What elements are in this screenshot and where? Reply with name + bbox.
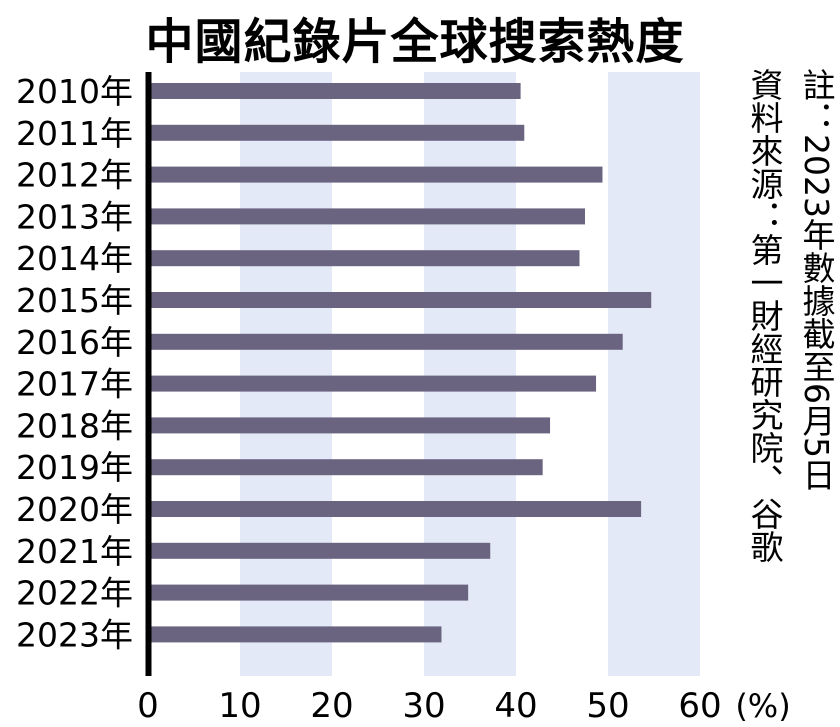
category-label: 2012年 — [16, 156, 133, 195]
category-label: 2018年 — [16, 406, 133, 445]
x-tick-label: 10 — [218, 686, 261, 726]
category-label: 2019年 — [16, 448, 133, 487]
category-label: 2015年 — [16, 281, 133, 320]
category-label: 2014年 — [16, 239, 133, 278]
bar — [148, 459, 543, 476]
unit-label: (%) — [735, 687, 790, 725]
bar — [148, 542, 491, 559]
category-labels: 2010年2011年2012年2013年2014年2015年2016年2017年… — [16, 72, 133, 654]
bar — [148, 124, 525, 141]
category-label: 2011年 — [16, 114, 133, 153]
x-tick-label: 40 — [494, 686, 537, 726]
background-band — [608, 72, 700, 676]
x-tick-labels: 0 10 20 30 40 50 60 — [137, 686, 721, 726]
bar — [148, 333, 623, 350]
bar — [148, 166, 603, 183]
category-label: 2013年 — [16, 197, 133, 236]
bar — [148, 375, 597, 392]
bar — [148, 208, 585, 225]
x-tick-label: 60 — [678, 686, 721, 726]
bar — [148, 83, 521, 99]
bar — [148, 626, 442, 643]
x-tick-label: 50 — [586, 686, 629, 726]
x-tick-label: 20 — [310, 686, 353, 726]
category-label: 2016年 — [16, 323, 133, 362]
category-label: 2022年 — [16, 574, 133, 613]
footnote: 註：2023年數據截至6月5日 — [797, 68, 836, 491]
bar — [148, 584, 469, 601]
bar — [148, 250, 580, 267]
category-label: 2020年 — [16, 490, 133, 529]
chart-title: 中國紀錄片全球搜索熱度 — [145, 14, 685, 70]
category-label: 2021年 — [16, 532, 133, 571]
bars — [148, 83, 652, 643]
category-label: 2023年 — [16, 615, 133, 654]
x-tick-label: 30 — [402, 686, 445, 726]
source-note: 資料來源：第一財經研究院、谷歌 — [745, 68, 784, 563]
bar — [148, 501, 642, 517]
bar — [148, 292, 652, 308]
category-label: 2010年 — [16, 72, 133, 111]
category-label: 2017年 — [16, 365, 133, 404]
bar — [148, 417, 551, 434]
x-tick-label: 0 — [137, 686, 159, 726]
